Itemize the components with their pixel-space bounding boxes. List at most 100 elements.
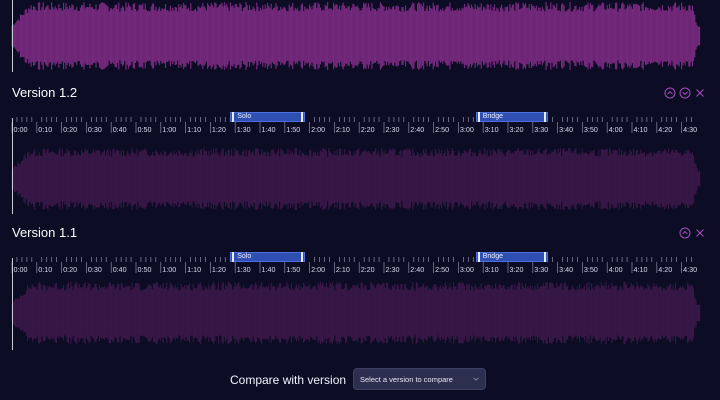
tick-label: 2:40 [410,265,424,274]
tick-label: 3:40 [559,125,573,134]
region-solo[interactable]: Solo [230,112,305,122]
region-end-handle[interactable] [543,252,546,262]
track-playhead[interactable] [12,118,13,214]
waveform-bars [11,148,701,210]
waveform-bars [11,282,701,344]
waveform-path [11,282,701,344]
tick-label: 1:10 [187,125,201,134]
close-icon[interactable] [694,227,706,239]
region-label: Solo [237,253,252,260]
version-waveform-graphic [11,282,701,344]
tick-label: 2:50 [435,265,449,274]
tick-label: 0:20 [63,265,77,274]
tick-label: 3:20 [510,125,524,134]
tick-label: 2:30 [386,265,400,274]
chevron-up-icon[interactable] [679,227,691,239]
version-waveform[interactable] [0,144,720,214]
tick-label: 3:10 [485,265,499,274]
region-start-handle[interactable] [477,252,480,262]
region-bridge[interactable]: Bridge [475,112,548,122]
region-label: Bridge [482,253,503,260]
tick-label: 3:30 [534,265,548,274]
tick-label: 0:50 [138,125,152,134]
timeline-ticks: 0:00 0:10 0:20 0:30 0:40 0:50 1:00 1:10 1:20 1:30… [11,257,697,274]
waveform-path [11,2,701,70]
region-end-handle[interactable] [300,112,303,122]
tick-label: 2:40 [410,125,424,134]
tick-label: 0:20 [63,125,77,134]
tick-label: 1:30 [237,125,251,134]
track-playhead[interactable] [12,258,13,350]
tick-label: 2:30 [386,125,400,134]
chevron-down-icon [473,377,479,381]
tick-label: 3:00 [460,265,474,274]
tick-label: 0:10 [38,125,52,134]
region-solo[interactable]: Solo [230,252,305,262]
tick-label: 2:50 [435,125,449,134]
tick-label: 4:20 [658,265,672,274]
tick-label: 4:20 [658,125,672,134]
region-label: Solo [237,113,252,120]
waveform-path [11,148,701,210]
tick-label: 3:10 [485,125,499,134]
version-waveform-graphic [11,148,701,210]
tick-label: 1:30 [237,265,251,274]
region-bridge[interactable]: Bridge [475,252,548,262]
timeline-ticks: 0:00 0:10 0:20 0:30 0:40 0:50 1:00 1:10 1:20 1:30… [11,117,697,134]
timeline-ruler[interactable]: 0:00 0:10 0:20 0:30 0:40 0:50 1:00 1:10 1:20 1:30… [0,252,720,280]
region-start-handle[interactable] [232,112,235,122]
tick-label: 2:20 [361,125,375,134]
close-icon[interactable] [694,87,706,99]
version-track: Version 1.1 0:00 0:10 0:20 0:30 0:40 0:50 1:00… [0,222,720,352]
region-label: Bridge [482,113,503,120]
compare-version-select[interactable]: Select a version to compare [353,368,486,390]
region-end-handle[interactable] [300,252,303,262]
compare-row: Compare with version Select a version to… [0,364,720,394]
tick-label: 0:10 [38,265,52,274]
tick-label: 0:50 [138,265,152,274]
compare-label: Compare with version [230,373,347,387]
track-header: Version 1.1 [0,222,720,246]
tick-label: 4:30 [683,265,697,274]
chevron-up-icon[interactable] [664,87,676,99]
chevron-down-icon[interactable] [679,87,691,99]
region-start-handle[interactable] [232,252,235,262]
tick-label: 0:30 [88,125,102,134]
timeline-ruler[interactable]: 0:00 0:10 0:20 0:30 0:40 0:50 1:00 1:10 1:20 1:30… [0,112,720,140]
main-waveform-graphic [11,2,701,70]
tick-label: 1:00 [162,125,176,134]
tick-label: 4:30 [683,125,697,134]
track-title: Version 1.2 [12,85,78,100]
tick-label: 2:20 [361,265,375,274]
tick-label: 0:00 [14,265,28,274]
main-waveform[interactable] [0,0,720,72]
tick-label: 0:40 [113,265,127,274]
track-controls [664,86,706,100]
tick-label: 3:20 [510,265,524,274]
track-header: Version 1.2 [0,82,720,106]
version-waveform[interactable] [0,278,720,348]
tick-label: 1:20 [212,265,226,274]
tick-label: 2:10 [336,265,350,274]
region-end-handle[interactable] [543,112,546,122]
waveform-bars [11,2,701,70]
tick-label: 2:10 [336,125,350,134]
tick-label: 4:10 [634,125,648,134]
tick-label: 1:10 [187,265,201,274]
tick-label: 3:50 [584,265,598,274]
tick-label: 1:40 [262,125,276,134]
track-controls [679,226,706,240]
tick-label: 1:40 [262,265,276,274]
track-title: Version 1.1 [12,225,78,240]
tick-label: 0:40 [113,125,127,134]
tick-label: 3:50 [584,125,598,134]
tick-label: 3:40 [559,265,573,274]
tick-label: 1:20 [212,125,226,134]
tick-label: 4:10 [634,265,648,274]
tick-label: 0:00 [14,125,28,134]
region-start-handle[interactable] [477,112,480,122]
tick-label: 4:00 [609,265,623,274]
tick-label: 2:00 [311,125,325,134]
tick-label: 2:00 [311,265,325,274]
main-playhead[interactable] [12,0,13,72]
